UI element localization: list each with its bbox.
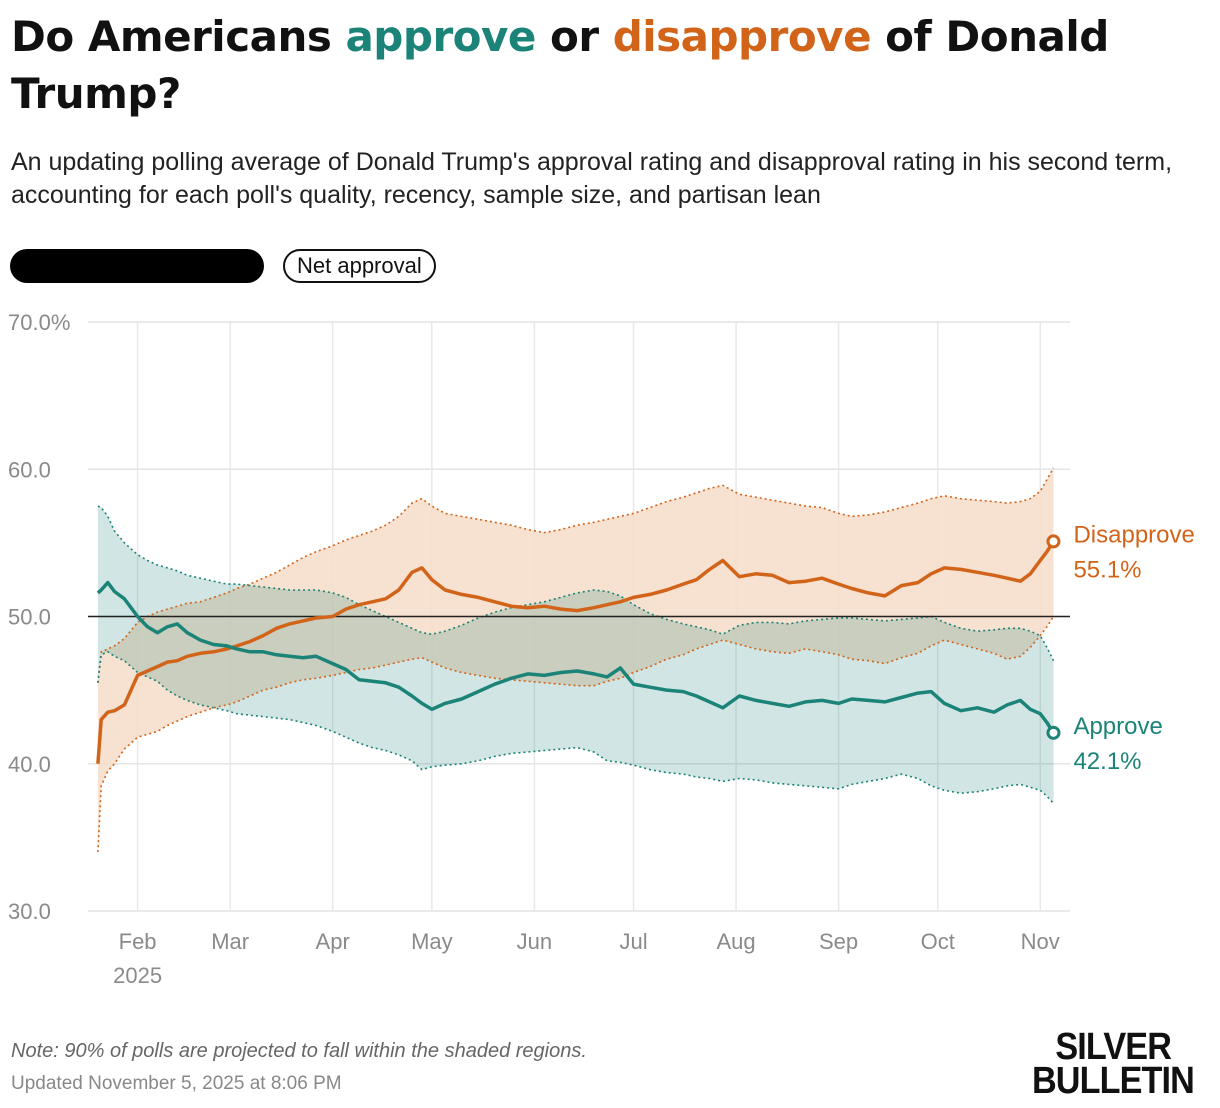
- approve-end-point: [1046, 725, 1061, 740]
- updated-timestamp: Updated November 5, 2025 at 8:06 PM: [11, 1073, 342, 1094]
- logo-line-1: SILVER: [1055, 1026, 1171, 1068]
- chart-title: Do Americans approve or disapprove of Do…: [11, 8, 1201, 122]
- disapprove-end-point: [1046, 534, 1061, 549]
- approve-line: [96, 580, 1055, 734]
- disapprove-end-value: 55.1%: [1073, 556, 1141, 583]
- y-tick-label: 50.0: [8, 605, 51, 630]
- x-tick-label: Oct: [921, 929, 955, 954]
- approval-chart: 70.0% 60.0 50.0 40.0 30.0 Feb Mar Apr May Jun Jul A…: [8, 310, 1195, 988]
- confidence-bands: [97, 467, 1055, 853]
- title-text-mid: or: [535, 12, 613, 61]
- disapprove-series-name: Disapprove: [1073, 521, 1194, 548]
- y-tick-label: 60.0: [8, 457, 51, 482]
- series-lines: [88, 540, 1070, 764]
- x-tick-label: Apr: [316, 929, 350, 954]
- approve-series-name: Approve: [1073, 713, 1162, 740]
- x-tick-label: Feb: [119, 929, 157, 954]
- title-text-end: of Donald Trump?: [11, 12, 1109, 118]
- title-approve-word: approve: [345, 12, 536, 61]
- title-text: Do Americans: [11, 12, 346, 61]
- approve-band-upper: [97, 505, 1055, 662]
- y-tick-label: 70.0%: [8, 310, 70, 335]
- approve-band: [97, 506, 1054, 804]
- x-year-label: 2025: [113, 963, 162, 988]
- disapprove-line: [96, 540, 1055, 764]
- approval-toggle-button[interactable]: [10, 249, 264, 283]
- title-disapprove-word: disapprove: [612, 12, 872, 61]
- series-end-labels: Disapprove 55.1% Approve 42.1%: [1046, 521, 1195, 775]
- y-tick-label: 40.0: [8, 752, 51, 777]
- x-tick-label: Jun: [517, 929, 552, 954]
- net-approval-toggle-button[interactable]: Net approval: [283, 249, 436, 283]
- x-tick-label: Sep: [819, 929, 858, 954]
- chart-subtitle: An updating polling average of Donald Tr…: [11, 148, 1173, 209]
- footnote: Note: 90% of polls are projected to fall…: [11, 1040, 587, 1062]
- x-tick-label: Nov: [1021, 929, 1060, 954]
- silver-bulletin-logo: SILVER BULLETIN: [1032, 1026, 1195, 1102]
- chart-axes: 70.0% 60.0 50.0 40.0 30.0 Feb Mar Apr May Jun Jul A…: [8, 310, 1060, 988]
- logo-line-2: BULLETIN: [1032, 1060, 1195, 1102]
- x-tick-label: Aug: [716, 929, 755, 954]
- x-tick-label: May: [411, 929, 453, 954]
- disapprove-band: [97, 467, 1054, 853]
- x-tick-label: Mar: [211, 929, 249, 954]
- y-tick-label: 30.0: [8, 899, 51, 924]
- x-tick-label: Jul: [619, 929, 647, 954]
- approve-end-value: 42.1%: [1073, 748, 1141, 775]
